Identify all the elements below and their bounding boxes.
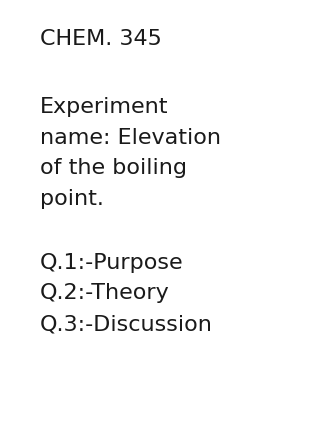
- Text: Q.3:-Discussion: Q.3:-Discussion: [40, 314, 213, 334]
- Text: point.: point.: [40, 189, 104, 209]
- Text: Q.1:-Purpose: Q.1:-Purpose: [40, 253, 183, 273]
- Text: Experiment: Experiment: [40, 97, 168, 117]
- Text: CHEM. 345: CHEM. 345: [40, 29, 162, 50]
- Text: name: Elevation: name: Elevation: [40, 128, 221, 148]
- Text: of the boiling: of the boiling: [40, 158, 187, 179]
- Text: Q.2:-Theory: Q.2:-Theory: [40, 283, 170, 304]
